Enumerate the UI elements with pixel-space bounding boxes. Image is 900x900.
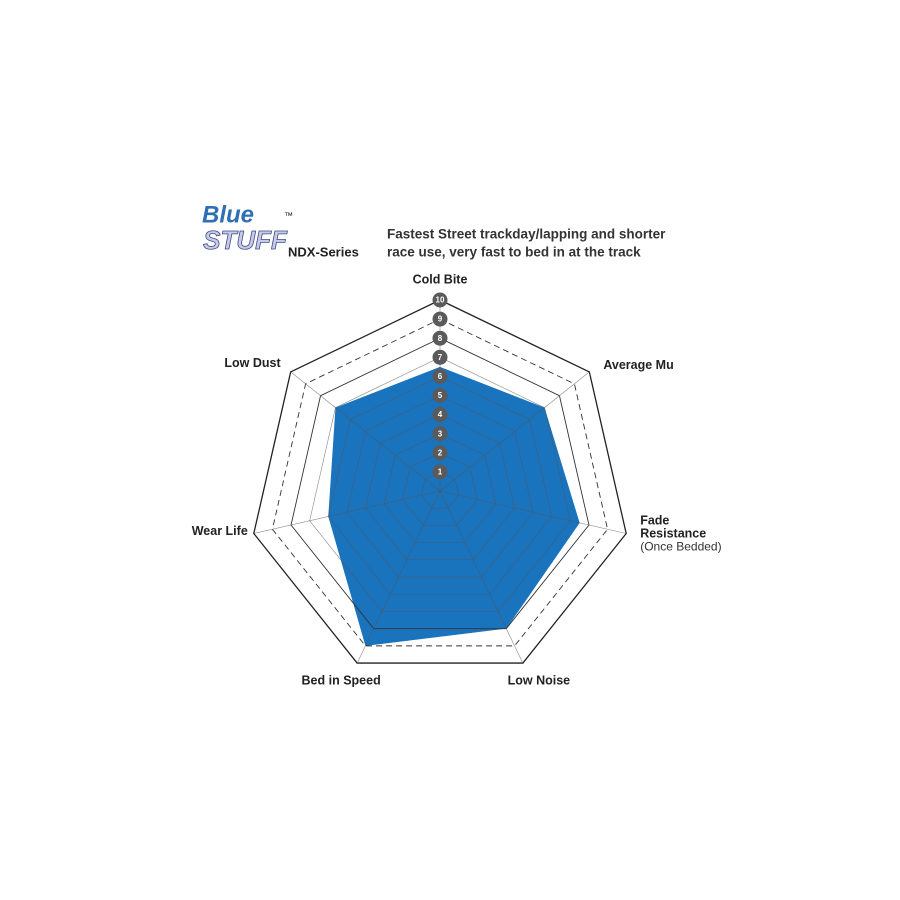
tick-label: 8 <box>438 334 443 343</box>
grid-ring <box>421 471 459 509</box>
grid-ring <box>253 299 627 664</box>
spoke <box>439 371 590 492</box>
category-label: Fade Resistance <box>640 514 706 541</box>
title-line: Fastest Street trackday/lapping and shor… <box>387 227 666 242</box>
tick-marker <box>432 368 448 384</box>
trademark: ™ <box>284 210 293 220</box>
tick-marker <box>432 388 448 403</box>
category-label: Average Mu <box>603 358 673 372</box>
tick-marker <box>432 330 448 346</box>
tick-marker <box>432 311 448 327</box>
grid-ring <box>383 433 497 543</box>
category-label: Low Dust <box>224 356 281 370</box>
tick-label: 9 <box>438 315 443 324</box>
title-line: race use, very fast to bed in at the tra… <box>387 245 641 260</box>
tick-label: 6 <box>438 372 443 381</box>
spoke <box>439 490 524 664</box>
category-label: Bed in Speed <box>302 673 381 687</box>
grid-ring <box>309 356 571 612</box>
grid-ring <box>402 452 478 526</box>
category-label: Low Noise <box>508 673 571 687</box>
grid-ring <box>290 337 590 630</box>
annotation: (Once Bedded) <box>640 540 721 554</box>
grid-ring <box>346 395 534 578</box>
tick-label: 5 <box>438 391 443 400</box>
logo-line-2: Stuff <box>203 225 288 255</box>
logo-line-1: Blue <box>202 201 254 228</box>
grid-ring <box>327 376 553 595</box>
tick-label: 4 <box>438 410 443 419</box>
tick-label: 10 <box>436 296 445 305</box>
grid-ring <box>271 318 609 647</box>
category-label: Cold Bite <box>413 272 468 286</box>
spoke <box>439 490 627 534</box>
tick-marker <box>432 292 448 308</box>
subtitle: NDX-Series <box>288 244 359 259</box>
data-area <box>328 366 580 646</box>
tick-label: 7 <box>438 353 443 362</box>
tick-label: 3 <box>438 429 443 438</box>
tick-marker <box>432 426 448 442</box>
category-label: Wear Life <box>192 524 248 538</box>
tick-label: 1 <box>438 468 443 477</box>
spoke <box>290 371 441 492</box>
tick-marker <box>432 445 448 461</box>
spoke <box>356 490 441 664</box>
tick-label: 2 <box>438 448 443 457</box>
tick-marker <box>432 464 448 480</box>
spoke <box>253 490 441 534</box>
tick-marker <box>432 407 448 423</box>
tick-marker <box>432 349 448 365</box>
grid-ring <box>365 414 515 561</box>
